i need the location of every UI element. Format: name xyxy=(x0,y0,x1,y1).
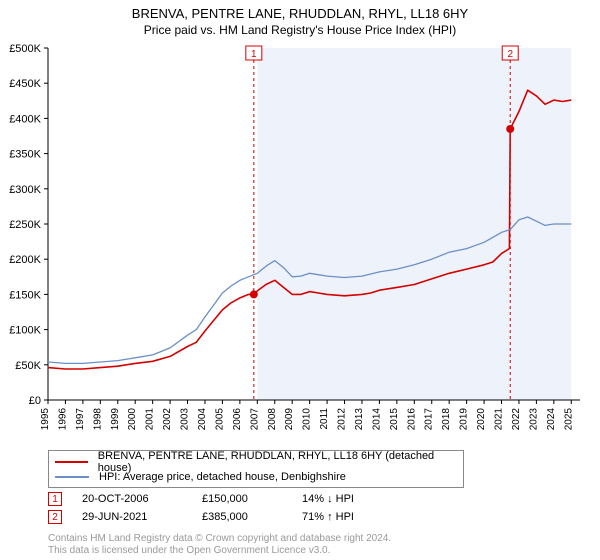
title-line1: BRENVA, PENTRE LANE, RHUDDLAN, RHYL, LL1… xyxy=(0,6,600,21)
legend-label: HPI: Average price, detached house, Denb… xyxy=(99,471,346,483)
svg-text:2017: 2017 xyxy=(424,408,435,431)
svg-text:1995: 1995 xyxy=(40,408,51,431)
footer-attribution: Contains HM Land Registry data © Crown c… xyxy=(48,533,391,556)
event-marker: 2 xyxy=(48,510,62,524)
event-date: 29-JUN-2021 xyxy=(82,511,202,523)
svg-text:2012: 2012 xyxy=(337,408,348,431)
footer-line1: Contains HM Land Registry data © Crown c… xyxy=(48,533,391,545)
svg-text:2014: 2014 xyxy=(371,408,382,431)
svg-text:2018: 2018 xyxy=(441,408,452,431)
footer-line2: This data is licensed under the Open Gov… xyxy=(48,545,391,557)
event-price: £385,000 xyxy=(202,511,302,523)
svg-text:1998: 1998 xyxy=(92,408,103,431)
svg-text:£50K: £50K xyxy=(15,360,41,372)
event-price: £150,000 xyxy=(202,493,302,505)
svg-text:2009: 2009 xyxy=(284,408,295,431)
svg-text:£250K: £250K xyxy=(9,219,41,231)
svg-text:2002: 2002 xyxy=(162,408,173,431)
svg-text:2006: 2006 xyxy=(232,408,243,431)
svg-text:1999: 1999 xyxy=(110,408,121,431)
svg-text:£100K: £100K xyxy=(9,325,41,337)
svg-text:£350K: £350K xyxy=(9,149,41,161)
legend-swatch xyxy=(55,476,89,478)
legend-swatch xyxy=(55,461,88,463)
svg-text:1996: 1996 xyxy=(57,408,68,431)
svg-text:1997: 1997 xyxy=(75,408,86,431)
svg-text:2019: 2019 xyxy=(459,408,470,431)
price-chart: £0£50K£100K£150K£200K£250K£300K£350K£400… xyxy=(48,44,584,424)
svg-text:£500K: £500K xyxy=(9,43,41,55)
event-delta: 71% ↑ HPI xyxy=(302,511,422,523)
svg-text:2010: 2010 xyxy=(302,408,313,431)
svg-text:£300K: £300K xyxy=(9,184,41,196)
chart-svg: £0£50K£100K£150K£200K£250K£300K£350K£400… xyxy=(48,44,584,424)
svg-text:2020: 2020 xyxy=(476,408,487,431)
svg-text:2013: 2013 xyxy=(354,408,365,431)
title-line2: Price paid vs. HM Land Registry's House … xyxy=(0,23,600,37)
svg-text:2007: 2007 xyxy=(249,408,260,431)
svg-text:2022: 2022 xyxy=(511,408,522,431)
svg-text:2016: 2016 xyxy=(406,408,417,431)
svg-text:2001: 2001 xyxy=(145,408,156,431)
svg-text:2025: 2025 xyxy=(563,408,574,431)
svg-text:£150K: £150K xyxy=(9,289,41,301)
svg-text:2003: 2003 xyxy=(180,408,191,431)
svg-text:1: 1 xyxy=(251,49,257,60)
svg-text:2021: 2021 xyxy=(494,408,505,431)
legend: BRENVA, PENTRE LANE, RHUDDLAN, RHYL, LL1… xyxy=(48,450,464,488)
legend-item: BRENVA, PENTRE LANE, RHUDDLAN, RHYL, LL1… xyxy=(55,454,457,469)
svg-text:2023: 2023 xyxy=(528,408,539,431)
svg-text:2008: 2008 xyxy=(267,408,278,431)
svg-text:2015: 2015 xyxy=(389,408,400,431)
event-row: 1 20-OCT-2006£150,00014% ↓ HPI xyxy=(48,490,564,508)
svg-text:2000: 2000 xyxy=(127,408,138,431)
svg-text:2005: 2005 xyxy=(214,408,225,431)
svg-text:£450K: £450K xyxy=(9,78,41,90)
svg-text:£0: £0 xyxy=(29,395,41,407)
event-marker: 1 xyxy=(48,492,62,506)
svg-text:£200K: £200K xyxy=(9,254,41,266)
event-date: 20-OCT-2006 xyxy=(82,493,202,505)
events-table: 1 20-OCT-2006£150,00014% ↓ HPI 2 29-JUN-202… xyxy=(48,490,564,526)
svg-text:£400K: £400K xyxy=(9,113,41,125)
svg-text:2024: 2024 xyxy=(546,408,557,431)
event-delta: 14% ↓ HPI xyxy=(302,493,422,505)
svg-text:2: 2 xyxy=(507,49,513,60)
svg-text:2004: 2004 xyxy=(197,408,208,431)
event-row: 2 29-JUN-2021£385,00071% ↑ HPI xyxy=(48,508,564,526)
svg-text:2011: 2011 xyxy=(319,408,330,430)
